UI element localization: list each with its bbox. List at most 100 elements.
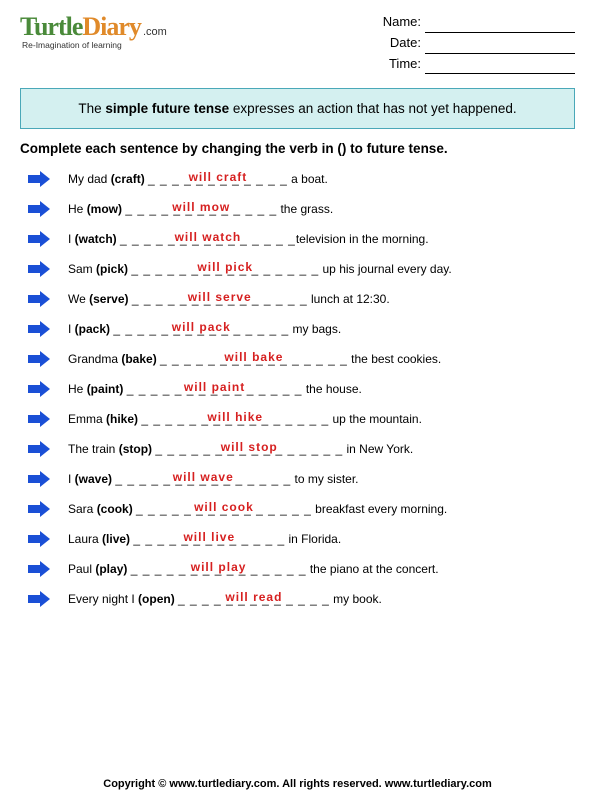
explanation-box: The simple future tense expresses an act…	[20, 88, 575, 129]
blank-dashes[interactable]: _ _ _ _ _ _ _ _ _ _ _ _ _ _ _ _will hike	[141, 412, 329, 426]
blank-dashes[interactable]: _ _ _ _ _ _ _ _ _ _ _ _ _ _ _ _will bake	[160, 352, 348, 366]
arrow-icon	[26, 350, 52, 368]
sentence-pre: Sam	[68, 262, 96, 276]
blank-dashes[interactable]: _ _ _ _ _ _ _ _ _ _ _ _ _ _ _will serve	[132, 292, 308, 306]
sentence: I (pack) _ _ _ _ _ _ _ _ _ _ _ _ _ _ _wi…	[68, 322, 341, 336]
worksheet-item: We (serve) _ _ _ _ _ _ _ _ _ _ _ _ _ _ _…	[26, 290, 575, 308]
blank-dashes[interactable]: _ _ _ _ _ _ _ _ _ _ _ _ _will live	[133, 532, 285, 546]
sentence: Every night I (open) _ _ _ _ _ _ _ _ _ _…	[68, 592, 382, 606]
answer-text: will mow	[172, 200, 230, 214]
sentence-post: in Florida.	[285, 532, 341, 546]
sentence-post: in New York.	[343, 442, 413, 456]
verb: (pick)	[96, 262, 128, 276]
header: Turtle Diary .com Re-Imagination of lear…	[20, 12, 575, 74]
sentence: He (paint) _ _ _ _ _ _ _ _ _ _ _ _ _ _ _…	[68, 382, 362, 396]
arrow-icon	[26, 560, 52, 578]
logo-suffix: .com	[143, 26, 167, 38]
name-fields: Name: Date: Time:	[383, 12, 575, 74]
verb: (stop)	[119, 442, 152, 456]
items-list: My dad (craft) _ _ _ _ _ _ _ _ _ _ _ _wi…	[20, 170, 575, 608]
arrow-icon	[26, 410, 52, 428]
answer-text: will stop	[221, 440, 278, 454]
sentence-pre: I	[68, 322, 75, 336]
sentence-post: the piano at the concert.	[307, 562, 439, 576]
answer-text: will read	[225, 590, 282, 604]
blank-dashes[interactable]: _ _ _ _ _ _ _ _ _ _ _ _ _ _ _ _will pick	[131, 262, 319, 276]
worksheet-item: I (wave) _ _ _ _ _ _ _ _ _ _ _ _ _ _ _wi…	[26, 470, 575, 488]
answer-text: will serve	[188, 290, 252, 304]
sentence: Grandma (bake) _ _ _ _ _ _ _ _ _ _ _ _ _…	[68, 352, 441, 366]
verb: (hike)	[106, 412, 138, 426]
verb: (paint)	[87, 382, 124, 396]
blank-dashes[interactable]: _ _ _ _ _ _ _ _ _ _ _ _ _ _ _will play	[131, 562, 307, 576]
arrow-icon	[26, 320, 52, 338]
worksheet-item: The train (stop) _ _ _ _ _ _ _ _ _ _ _ _…	[26, 440, 575, 458]
worksheet-item: Grandma (bake) _ _ _ _ _ _ _ _ _ _ _ _ _…	[26, 350, 575, 368]
sentence: He (mow) _ _ _ _ _ _ _ _ _ _ _ _ _will m…	[68, 202, 333, 216]
sentence-post: the house.	[302, 382, 361, 396]
answer-text: will hike	[207, 410, 263, 424]
verb: (bake)	[121, 352, 156, 366]
worksheet-item: Paul (play) _ _ _ _ _ _ _ _ _ _ _ _ _ _ …	[26, 560, 575, 578]
explanation-suffix: expresses an action that has not yet hap…	[229, 101, 516, 116]
sentence-pre: My dad	[68, 172, 111, 186]
sentence-post: up his journal every day.	[319, 262, 452, 276]
logo-turtle: Turtle	[20, 12, 82, 42]
sentence-pre: Emma	[68, 412, 106, 426]
verb: (live)	[102, 532, 130, 546]
blank-dashes[interactable]: _ _ _ _ _ _ _ _ _ _ _ _ _ _ _ _will stop	[155, 442, 343, 456]
arrow-icon	[26, 200, 52, 218]
worksheet-item: Sam (pick) _ _ _ _ _ _ _ _ _ _ _ _ _ _ _…	[26, 260, 575, 278]
blank-dashes[interactable]: _ _ _ _ _ _ _ _ _ _ _ _ _ _ _will pack	[113, 322, 289, 336]
blank-dashes[interactable]: _ _ _ _ _ _ _ _ _ _ _ _ _ _ _will paint	[127, 382, 303, 396]
answer-text: will pick	[197, 260, 253, 274]
blank-dashes[interactable]: _ _ _ _ _ _ _ _ _ _ _ _ _ _ _will watch	[120, 232, 296, 246]
sentence-post: television in the morning.	[296, 232, 429, 246]
arrow-icon	[26, 440, 52, 458]
sentence-pre: Grandma	[68, 352, 121, 366]
arrow-icon	[26, 470, 52, 488]
worksheet-item: Emma (hike) _ _ _ _ _ _ _ _ _ _ _ _ _ _ …	[26, 410, 575, 428]
arrow-icon	[26, 530, 52, 548]
time-input-line[interactable]	[425, 73, 575, 74]
verb: (wave)	[75, 472, 112, 486]
worksheet-item: I (watch) _ _ _ _ _ _ _ _ _ _ _ _ _ _ _w…	[26, 230, 575, 248]
sentence: Sam (pick) _ _ _ _ _ _ _ _ _ _ _ _ _ _ _…	[68, 262, 452, 276]
sentence-post: my book.	[330, 592, 382, 606]
field-time-label: Time:	[389, 56, 421, 71]
blank-dashes[interactable]: _ _ _ _ _ _ _ _ _ _ _ _ _ _ _will cook	[136, 502, 312, 516]
sentence: My dad (craft) _ _ _ _ _ _ _ _ _ _ _ _wi…	[68, 172, 328, 186]
footer: Copyright © www.turtlediary.com. All rig…	[0, 778, 595, 790]
arrow-icon	[26, 290, 52, 308]
blank-dashes[interactable]: _ _ _ _ _ _ _ _ _ _ _ _ _will mow	[125, 202, 277, 216]
arrow-icon	[26, 500, 52, 518]
worksheet-item: He (paint) _ _ _ _ _ _ _ _ _ _ _ _ _ _ _…	[26, 380, 575, 398]
blank-dashes[interactable]: _ _ _ _ _ _ _ _ _ _ _ _will craft	[148, 172, 288, 186]
answer-text: will live	[183, 530, 235, 544]
verb: (craft)	[111, 172, 145, 186]
field-date-label: Date:	[390, 35, 421, 50]
sentence: Emma (hike) _ _ _ _ _ _ _ _ _ _ _ _ _ _ …	[68, 412, 422, 426]
sentence-pre: The train	[68, 442, 119, 456]
sentence: Paul (play) _ _ _ _ _ _ _ _ _ _ _ _ _ _ …	[68, 562, 439, 576]
sentence-pre: He	[68, 202, 87, 216]
sentence-pre: Every night I	[68, 592, 138, 606]
worksheet-item: I (pack) _ _ _ _ _ _ _ _ _ _ _ _ _ _ _wi…	[26, 320, 575, 338]
verb: (watch)	[75, 232, 117, 246]
sentence-pre: Paul	[68, 562, 95, 576]
answer-text: will watch	[175, 230, 242, 244]
sentence-post: a boat.	[288, 172, 328, 186]
sentence-post: breakfast every morning.	[312, 502, 447, 516]
sentence-pre: We	[68, 292, 89, 306]
logo-block: Turtle Diary .com Re-Imagination of lear…	[20, 12, 167, 50]
worksheet-item: Laura (live) _ _ _ _ _ _ _ _ _ _ _ _ _wi…	[26, 530, 575, 548]
worksheet-item: He (mow) _ _ _ _ _ _ _ _ _ _ _ _ _will m…	[26, 200, 575, 218]
answer-text: will craft	[189, 170, 248, 184]
sentence-post: lunch at 12:30.	[308, 292, 390, 306]
verb: (serve)	[89, 292, 128, 306]
blank-dashes[interactable]: _ _ _ _ _ _ _ _ _ _ _ _ _will read	[178, 592, 330, 606]
worksheet-item: My dad (craft) _ _ _ _ _ _ _ _ _ _ _ _wi…	[26, 170, 575, 188]
instruction: Complete each sentence by changing the v…	[20, 141, 575, 156]
answer-text: will paint	[184, 380, 245, 394]
blank-dashes[interactable]: _ _ _ _ _ _ _ _ _ _ _ _ _ _ _will wave	[115, 472, 291, 486]
